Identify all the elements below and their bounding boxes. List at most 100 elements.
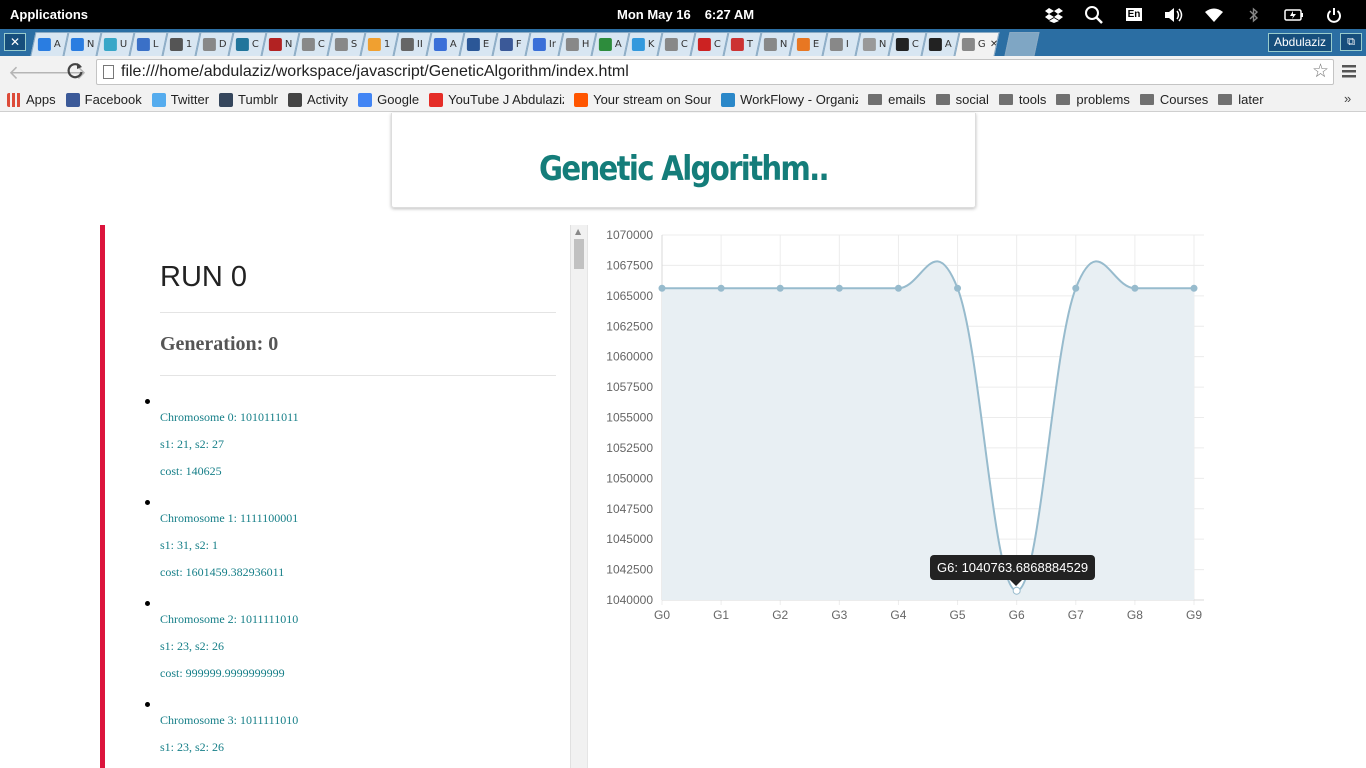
close-tab-icon[interactable]: ✕ — [989, 39, 999, 50]
tab[interactable]: N — [261, 32, 300, 56]
tab[interactable]: I — [822, 32, 861, 56]
bookmark-folder[interactable]: social — [935, 92, 989, 107]
tab-active[interactable]: G ✕ — [954, 32, 1000, 56]
run-heading: RUN 0 — [160, 261, 248, 293]
tab[interactable]: U — [96, 32, 135, 56]
data-point — [835, 284, 843, 292]
tab[interactable]: II — [393, 32, 432, 56]
favicon-icon — [565, 38, 579, 51]
favicon-icon — [862, 38, 876, 51]
tab[interactable]: A — [426, 32, 465, 56]
bookmark-item[interactable]: Tumblr — [219, 92, 278, 107]
tab[interactable]: N — [63, 32, 102, 56]
series-area — [662, 261, 1194, 600]
x-tick-label: G2 — [772, 608, 788, 622]
back-arrow-icon[interactable]: 🡐 — [8, 62, 59, 84]
url-input[interactable]: file:///home/abdulaziz/workspace/javascr… — [96, 59, 1334, 85]
tab[interactable]: C — [888, 32, 927, 56]
bookmark-item[interactable]: Apps — [7, 92, 56, 107]
favicon-icon — [235, 38, 249, 51]
bookmark-item[interactable]: YouTube J AbdulazizA — [429, 92, 564, 107]
favicon-icon — [169, 38, 183, 51]
bookmarks-overflow-icon[interactable]: » — [1344, 91, 1352, 106]
tab[interactable]: A — [30, 32, 69, 56]
tab[interactable]: C — [228, 32, 267, 56]
tab[interactable]: S — [327, 32, 366, 56]
reload-icon[interactable] — [66, 62, 84, 85]
bookmark-folder[interactable]: problems — [1056, 92, 1130, 107]
tab-label: II — [416, 39, 423, 50]
tab-label: C — [713, 39, 721, 50]
tab[interactable]: K — [624, 32, 663, 56]
profile-button[interactable]: Abdulaziz — [1268, 33, 1332, 52]
tab[interactable]: 1 — [360, 32, 399, 56]
tab[interactable]: 1 — [162, 32, 201, 56]
restore-window-button[interactable]: ⧉ — [1340, 33, 1362, 51]
bookmark-folder[interactable]: tools — [998, 92, 1046, 107]
tab[interactable]: T — [723, 32, 762, 56]
bookmark-folder[interactable]: Courses — [1139, 92, 1208, 107]
bookmark-folder[interactable]: later — [1218, 92, 1264, 107]
tab[interactable]: E — [789, 32, 828, 56]
tab[interactable]: H — [558, 32, 597, 56]
volume-icon[interactable] — [1154, 4, 1194, 25]
tab-label: N — [878, 39, 887, 50]
bookmark-label: problems — [1076, 92, 1130, 107]
x-tick-label: G7 — [1068, 608, 1084, 622]
new-tab-button[interactable] — [1004, 32, 1040, 56]
scrollbar[interactable]: ▲ — [570, 225, 587, 768]
bluetooth-icon[interactable] — [1234, 4, 1274, 25]
dropbox-icon[interactable] — [1034, 4, 1074, 25]
tab[interactable]: A — [591, 32, 630, 56]
tab-label: A — [449, 39, 457, 50]
x-tick-label: G4 — [890, 608, 906, 622]
tab[interactable]: A — [921, 32, 960, 56]
tab[interactable]: D — [195, 32, 234, 56]
tab[interactable]: C — [657, 32, 696, 56]
bookmark-star-icon[interactable]: ☆ — [1311, 61, 1329, 82]
scrollbar-thumb[interactable] — [574, 239, 584, 269]
chromosome-s-values: s1: 23, s2: 26 — [160, 639, 225, 653]
scroll-up-arrow-icon[interactable]: ▲ — [575, 227, 582, 236]
favicon-icon — [532, 38, 546, 51]
chromosome-name: Chromosome 3: 1011111010 — [160, 713, 299, 727]
wifi-icon[interactable] — [1194, 4, 1234, 25]
forward-arrow-icon[interactable]: 🡒 — [36, 62, 87, 84]
applications-menu[interactable]: Applications — [10, 7, 89, 22]
y-tick-label: 1062500 — [606, 319, 653, 333]
favicon-icon — [598, 38, 612, 51]
keyboard-icon[interactable]: En — [1125, 8, 1143, 21]
bookmark-item[interactable]: Google — [358, 92, 419, 107]
system-clock[interactable]: Mon May 16 6:27 AM — [617, 7, 768, 22]
power-icon[interactable] — [1314, 4, 1354, 25]
search-icon[interactable] — [1074, 4, 1114, 25]
menu-icon[interactable] — [1342, 63, 1356, 82]
bookmark-item[interactable]: WorkFlowy - Organize — [721, 92, 858, 107]
bookmark-item[interactable]: Your stream on Sounc — [574, 92, 711, 107]
bookmark-item[interactable]: Twitter — [151, 92, 209, 107]
bookmark-label: YouTube J AbdulazizA — [448, 92, 564, 107]
tab-label: G — [977, 39, 986, 50]
tab[interactable]: N — [855, 32, 894, 56]
battery-icon[interactable] — [1274, 4, 1314, 25]
favicon-icon — [664, 38, 678, 51]
bookmark-folder[interactable]: emails — [868, 92, 926, 107]
tab[interactable]: F — [492, 32, 531, 56]
data-point — [776, 284, 784, 292]
close-window-button[interactable]: ✕ — [4, 33, 26, 51]
bookmark-item[interactable]: Facebook — [65, 92, 142, 107]
tab[interactable]: L — [129, 32, 168, 56]
tab-label: 1 — [383, 39, 391, 50]
site-favicon-icon — [65, 92, 80, 107]
chromosome-s-values: s1: 23, s2: 26 — [160, 740, 225, 754]
data-point — [1072, 284, 1080, 292]
line-chart: 1070000 1067500 1065000 1062500 1060000 10575… — [606, 228, 1204, 622]
tab-label: E — [482, 39, 490, 50]
tab[interactable]: N — [756, 32, 795, 56]
tab[interactable]: E — [459, 32, 498, 56]
favicon-icon — [961, 38, 975, 51]
tab[interactable]: C — [690, 32, 729, 56]
bookmark-item[interactable]: Activity — [288, 92, 348, 107]
tab[interactable]: C — [294, 32, 333, 56]
tab[interactable]: Ir — [525, 32, 564, 56]
